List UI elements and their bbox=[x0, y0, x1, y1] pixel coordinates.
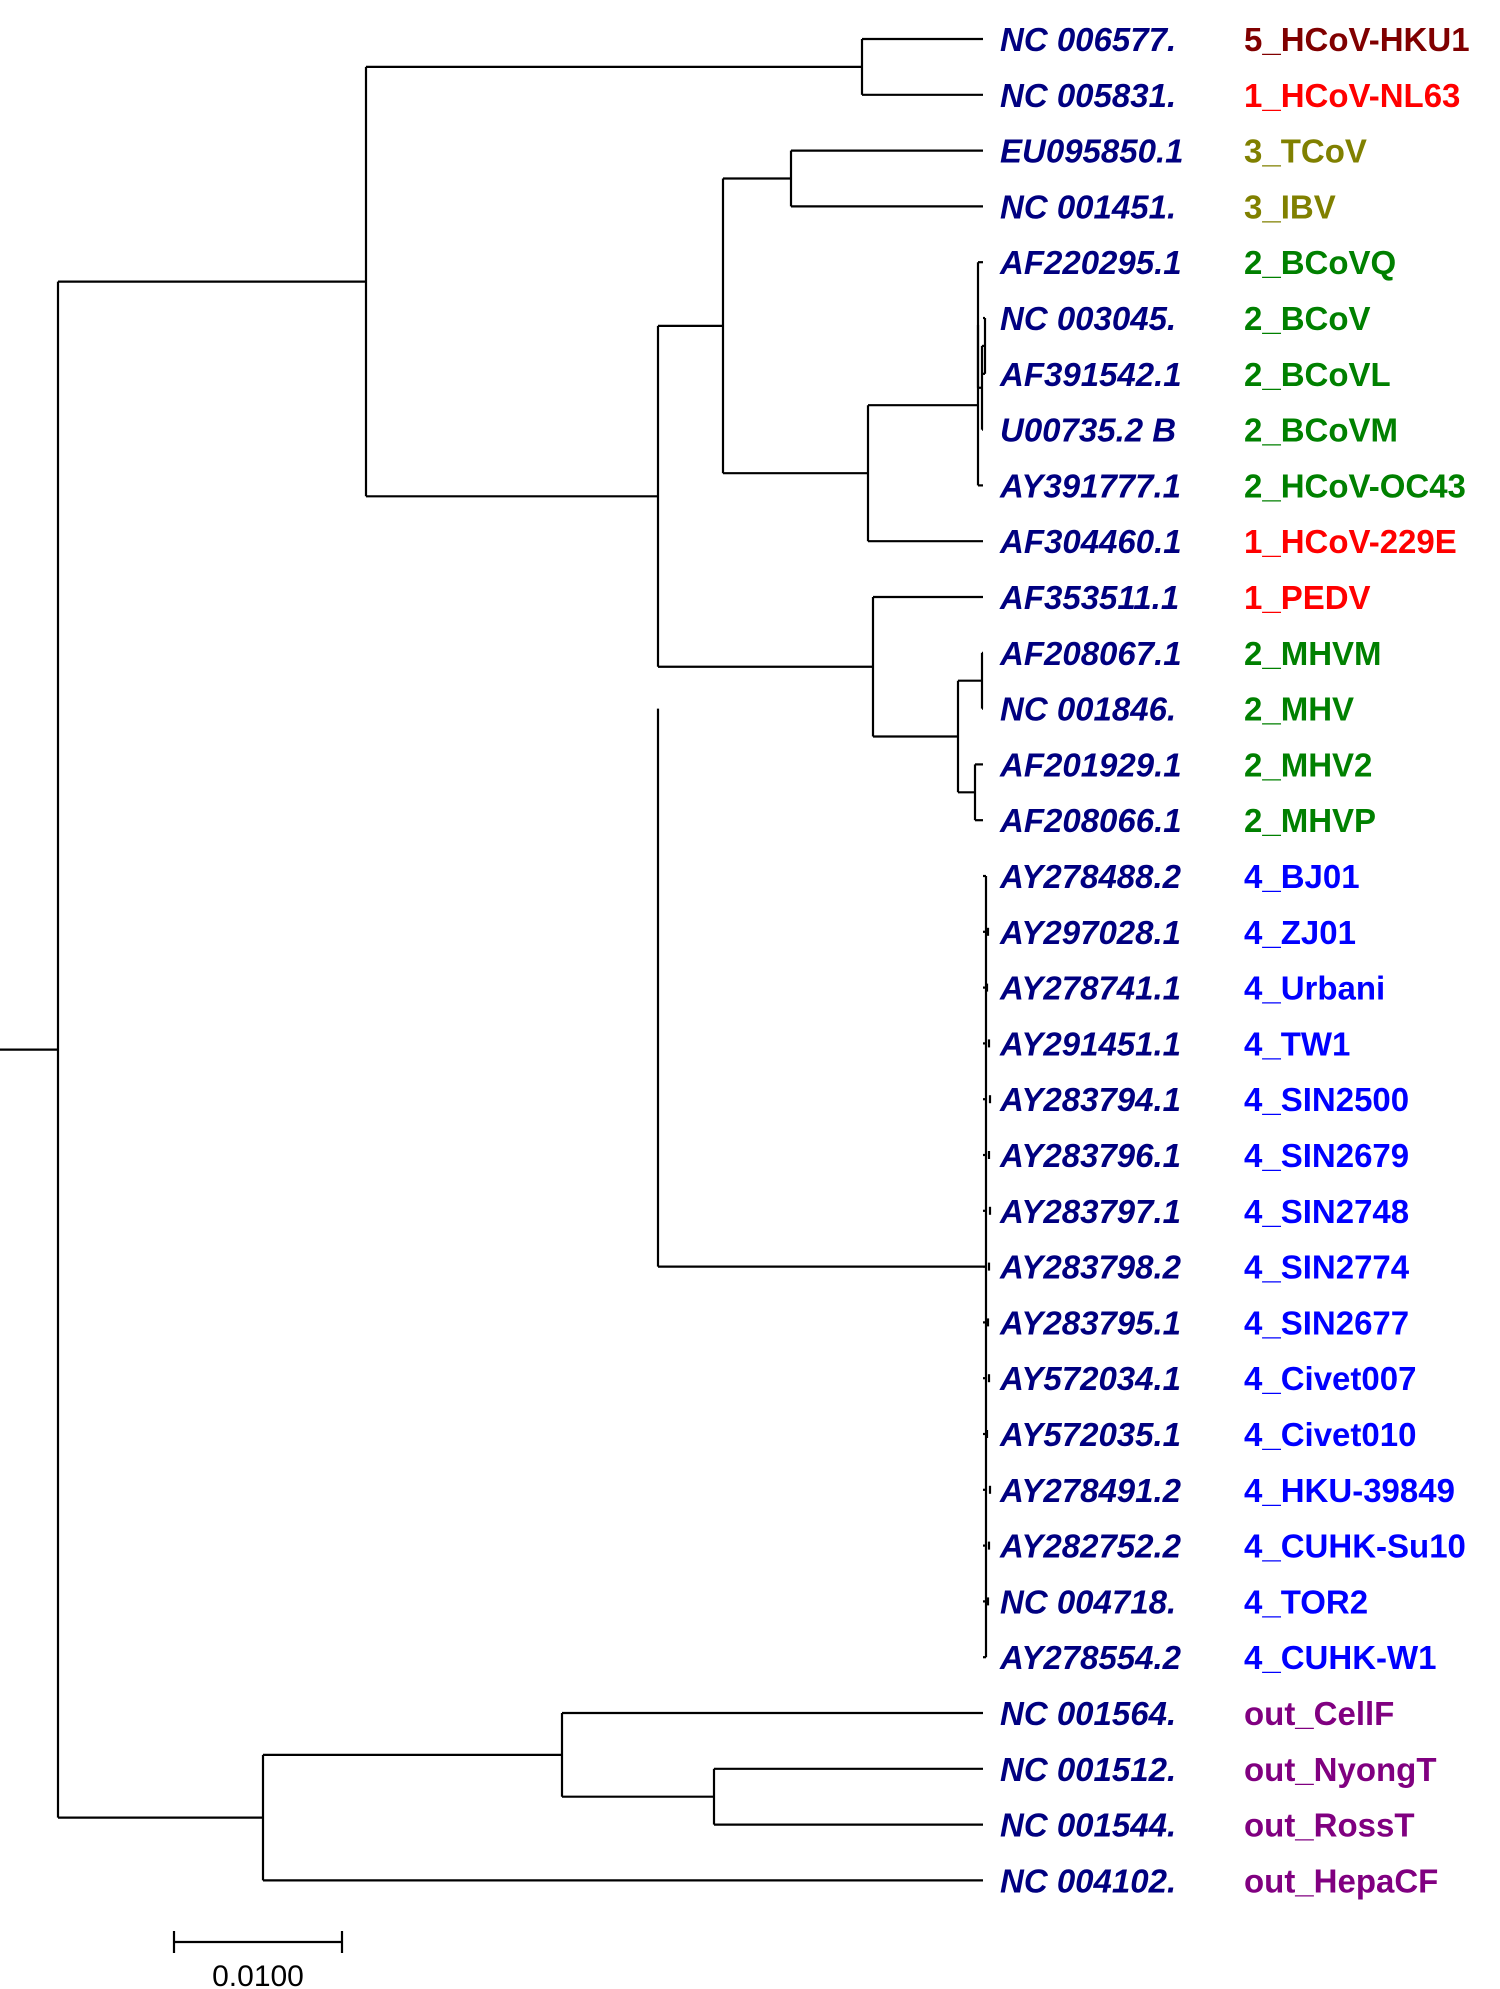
leaf-accession: AF220295.1 bbox=[999, 244, 1182, 281]
leaf-group-label: 2_BCoVM bbox=[1244, 412, 1398, 449]
leaf-accession: NC 006577. bbox=[1000, 21, 1176, 58]
leaf-accession: AF304460.1 bbox=[999, 523, 1182, 560]
leaf-group-label: 1_PEDV bbox=[1244, 579, 1371, 616]
leaf-group-label: 2_BCoV bbox=[1244, 300, 1371, 337]
leaf-group-label: 2_MHV bbox=[1244, 691, 1354, 728]
leaf-group-label: 1_HCoV-229E bbox=[1244, 523, 1457, 560]
leaf-accession: EU095850.1 bbox=[1000, 133, 1183, 170]
leaf-accession: AF353511.1 bbox=[999, 579, 1179, 616]
leaf-accession: NC 001451. bbox=[1000, 188, 1176, 225]
leaf-group-label: 2_MHVP bbox=[1244, 802, 1376, 839]
leaf-group-label: out_CellF bbox=[1244, 1695, 1394, 1732]
leaf-group-label: 4_CUHK-Su10 bbox=[1244, 1528, 1466, 1565]
leaf-accession: NC 005831. bbox=[1000, 77, 1176, 114]
leaf-accession: NC 004102. bbox=[1000, 1862, 1176, 1899]
leaf-group-label: 2_MHVM bbox=[1244, 635, 1382, 672]
leaf-group-label: 4_SIN2677 bbox=[1244, 1304, 1409, 1341]
leaf-group-label: 4_CUHK-W1 bbox=[1244, 1639, 1437, 1676]
leaf-accession: NC 001564. bbox=[1000, 1695, 1176, 1732]
leaf-accession: AY283798.2 bbox=[999, 1249, 1182, 1286]
leaf-accession: AY278741.1 bbox=[999, 970, 1181, 1007]
leaf-accession: AY283797.1 bbox=[999, 1193, 1181, 1230]
leaf-labels: NC 006577. 5_HCoV-HKU1 NC 005831. 1_HCoV-NL… bbox=[999, 21, 1470, 1899]
scale-bar: 0.0100 bbox=[172, 1931, 344, 1989]
leaf-group-label: 1_HCoV-NL63 bbox=[1244, 77, 1460, 114]
scale-bar-label: 0.0100 bbox=[212, 1960, 304, 1989]
leaf-group-label: out_RossT bbox=[1244, 1807, 1415, 1844]
leaf-group-label: 4_Civet010 bbox=[1244, 1416, 1416, 1453]
leaf-accession: AY278491.2 bbox=[999, 1472, 1182, 1509]
leaf-group-label: 2_BCoVL bbox=[1244, 356, 1391, 393]
leaf-accession: AY291451.1 bbox=[999, 1025, 1181, 1062]
leaf-accession: AY283796.1 bbox=[999, 1137, 1181, 1174]
leaf-accession: NC 001544. bbox=[1000, 1807, 1176, 1844]
leaf-group-label: 4_BJ01 bbox=[1244, 858, 1360, 895]
leaf-accession: U00735.2 B bbox=[1000, 412, 1176, 449]
leaf-accession: AF208067.1 bbox=[999, 635, 1182, 672]
leaf-accession: AY297028.1 bbox=[999, 914, 1181, 951]
leaf-accession: AF391542.1 bbox=[999, 356, 1182, 393]
leaf-accession: NC 001846. bbox=[1000, 691, 1176, 728]
leaf-accession: AY278488.2 bbox=[999, 858, 1182, 895]
leaf-group-label: 4_SIN2774 bbox=[1244, 1249, 1410, 1286]
leaf-accession: AY278554.2 bbox=[999, 1639, 1182, 1676]
leaf-group-label: 4_Civet007 bbox=[1244, 1360, 1416, 1397]
leaf-accession: AY391777.1 bbox=[999, 467, 1181, 504]
leaf-accession: AF208066.1 bbox=[999, 802, 1182, 839]
leaf-accession: AY572035.1 bbox=[999, 1416, 1181, 1453]
leaf-accession: AY572034.1 bbox=[999, 1360, 1181, 1397]
leaf-group-label: 3_TCoV bbox=[1244, 133, 1367, 170]
leaf-group-label: 4_Urbani bbox=[1244, 970, 1385, 1007]
leaf-group-label: 2_BCoVQ bbox=[1244, 244, 1396, 281]
leaf-accession: AY283794.1 bbox=[999, 1081, 1181, 1118]
leaf-group-label: 4_SIN2500 bbox=[1244, 1081, 1409, 1118]
leaf-group-label: 4_HKU-39849 bbox=[1244, 1472, 1455, 1509]
leaf-group-label: 3_IBV bbox=[1244, 188, 1336, 225]
leaf-accession: NC 003045. bbox=[1000, 300, 1176, 337]
leaf-group-label: 4_SIN2748 bbox=[1244, 1193, 1409, 1230]
leaf-group-label: 5_HCoV-HKU1 bbox=[1244, 21, 1470, 58]
leaf-group-label: 2_MHV2 bbox=[1244, 746, 1372, 783]
leaf-group-label: 4_TOR2 bbox=[1244, 1583, 1368, 1620]
leaf-accession: AY282752.2 bbox=[999, 1528, 1182, 1565]
leaf-accession: NC 004718. bbox=[1000, 1583, 1176, 1620]
leaf-group-label: out_HepaCF bbox=[1244, 1862, 1438, 1899]
leaf-group-label: 4_ZJ01 bbox=[1244, 914, 1356, 951]
leaf-group-label: out_NyongT bbox=[1244, 1751, 1436, 1788]
leaf-group-label: 4_TW1 bbox=[1244, 1025, 1350, 1062]
tree-branches bbox=[0, 37, 992, 1882]
leaf-accession: AF201929.1 bbox=[999, 746, 1182, 783]
leaf-accession: AY283795.1 bbox=[999, 1304, 1181, 1341]
leaf-group-label: 4_SIN2679 bbox=[1244, 1137, 1409, 1174]
leaf-group-label: 2_HCoV-OC43 bbox=[1244, 467, 1466, 504]
leaf-accession: NC 001512. bbox=[1000, 1751, 1176, 1788]
